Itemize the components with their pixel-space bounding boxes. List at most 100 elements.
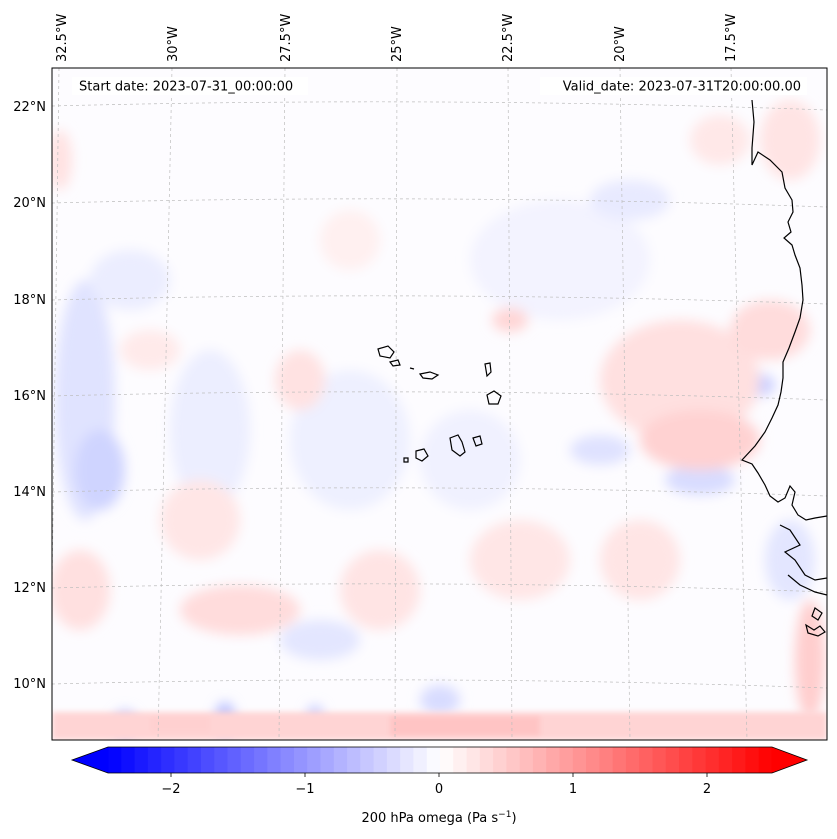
colorbar-step bbox=[758, 747, 773, 773]
valid-date-box bbox=[540, 77, 807, 95]
colorbar-step bbox=[466, 747, 481, 773]
cbar-label-0: 0 bbox=[435, 782, 443, 797]
lon-label-25w: 25°W bbox=[390, 26, 405, 62]
map-frame bbox=[51, 67, 828, 741]
colorbar-step bbox=[187, 747, 202, 773]
gridlines bbox=[52, 68, 827, 740]
island-sao-nicolau bbox=[418, 371, 440, 380]
colorbar-step bbox=[360, 747, 375, 773]
bijagos-island-1 bbox=[811, 607, 823, 621]
lon-label-20w: 20°W bbox=[613, 26, 628, 62]
colorbar-step bbox=[679, 747, 693, 773]
colorbar-step bbox=[400, 747, 414, 773]
colorbar-step bbox=[307, 747, 321, 773]
colorbar-step bbox=[559, 747, 574, 773]
island-maio bbox=[472, 435, 483, 447]
parallel-22n bbox=[52, 101, 827, 111]
meridian-17-5w bbox=[730, 68, 748, 740]
colorbar-step bbox=[718, 747, 733, 773]
meridian-32-5w bbox=[52, 68, 60, 617]
colorbar-ticks bbox=[170, 773, 708, 777]
colorbar-step bbox=[147, 747, 162, 773]
island-santiago bbox=[449, 434, 466, 457]
date-header: Start date: 2023-07-31_00:00:00 Valid_da… bbox=[72, 77, 807, 95]
parallel-18n bbox=[52, 295, 827, 305]
colorbar-step bbox=[506, 747, 521, 773]
island-santa-luzia bbox=[409, 367, 415, 370]
colorbar-step bbox=[692, 747, 707, 773]
colorbar-extend-min bbox=[72, 747, 109, 773]
parallel-20n bbox=[52, 198, 827, 208]
lon-label-32-5w: 32.5°W bbox=[55, 14, 70, 62]
lat-label-22n: 22°N bbox=[13, 100, 46, 115]
colorbar-title-close: ) bbox=[511, 811, 516, 826]
lat-label-14n: 14°N bbox=[13, 485, 46, 500]
colorbar-step bbox=[161, 747, 175, 773]
colorbar-step bbox=[546, 747, 561, 773]
colorbar-title: 200 hPa omega (Pa s−1) bbox=[361, 810, 516, 826]
colorbar-title-main: 200 hPa omega (Pa s bbox=[361, 811, 498, 826]
colorbar-step bbox=[745, 747, 760, 773]
colorbar-step bbox=[373, 747, 388, 773]
parallel-16n bbox=[52, 391, 827, 401]
start-date-label: Start date: 2023-07-31_00:00:00 bbox=[79, 80, 293, 95]
colorbar-step bbox=[732, 747, 746, 773]
lat-label-10n: 10°N bbox=[13, 677, 46, 692]
colorbar: −2 −1 0 1 2 200 hPa omega (Pa s−1) bbox=[70, 746, 809, 826]
lat-label-20n: 20°N bbox=[13, 196, 46, 211]
cbar-label-m1: −1 bbox=[295, 782, 314, 797]
colorbar-step bbox=[532, 747, 547, 773]
cbar-label-m2: −2 bbox=[161, 782, 180, 797]
colorbar-extend-max bbox=[771, 747, 807, 773]
colorbar-step bbox=[493, 747, 507, 773]
colorbar-step bbox=[586, 747, 600, 773]
colorbar-step bbox=[440, 747, 454, 773]
cbar-label-2: 2 bbox=[703, 782, 711, 797]
african-coastline bbox=[740, 99, 827, 521]
colorbar-step bbox=[639, 747, 653, 773]
colorbar-step bbox=[519, 747, 534, 773]
meridian-22-5w bbox=[507, 68, 513, 740]
colorbar-step bbox=[665, 747, 680, 773]
meridian-20w bbox=[619, 68, 631, 740]
senegal-coast bbox=[779, 524, 827, 581]
parallel-12n bbox=[52, 583, 827, 593]
meridian-27-5w bbox=[278, 68, 286, 740]
colorbar-step bbox=[426, 747, 441, 773]
colorbar-step bbox=[479, 747, 494, 773]
map-panel: Start date: 2023-07-31_00:00:00 Valid_da… bbox=[51, 67, 828, 741]
colorbar-title-exponent: −1 bbox=[498, 810, 511, 820]
colorbar-step bbox=[240, 747, 255, 773]
colorbar-step bbox=[386, 747, 401, 773]
colorbar-step bbox=[652, 747, 667, 773]
parallel-10n bbox=[52, 679, 827, 689]
meridian-30w bbox=[157, 68, 173, 740]
colorbar-step bbox=[413, 747, 428, 773]
colorbar-outline bbox=[70, 746, 809, 774]
colorbar-step bbox=[333, 747, 348, 773]
colorbar-step bbox=[320, 747, 335, 773]
island-santo-antao bbox=[377, 345, 395, 359]
island-boa-vista bbox=[486, 390, 502, 405]
bijagos-island-2 bbox=[805, 623, 826, 637]
colorbar-step bbox=[705, 747, 720, 773]
lon-label-27-5w: 27.5°W bbox=[279, 14, 294, 62]
colorbar-steps bbox=[72, 747, 807, 773]
meridian-25w bbox=[394, 68, 398, 740]
lon-label-30w: 30°W bbox=[166, 26, 181, 62]
omega-field bbox=[52, 100, 827, 740]
colorbar-step bbox=[572, 747, 587, 773]
colorbar-step bbox=[108, 747, 122, 773]
lon-label-17-5w: 17.5°W bbox=[724, 14, 739, 62]
colorbar-step bbox=[625, 747, 640, 773]
colorbar-step bbox=[612, 747, 627, 773]
colorbar-step bbox=[121, 747, 136, 773]
valid-date-label: Valid_date: 2023-07-31T20:00:00.00 bbox=[563, 80, 801, 95]
colorbar-step bbox=[254, 747, 268, 773]
guinea-bissau-coast bbox=[787, 574, 827, 596]
colorbar-step bbox=[280, 747, 295, 773]
colorbar-step bbox=[214, 747, 229, 773]
parallel-14n bbox=[52, 487, 827, 497]
colorbar-step bbox=[227, 747, 242, 773]
